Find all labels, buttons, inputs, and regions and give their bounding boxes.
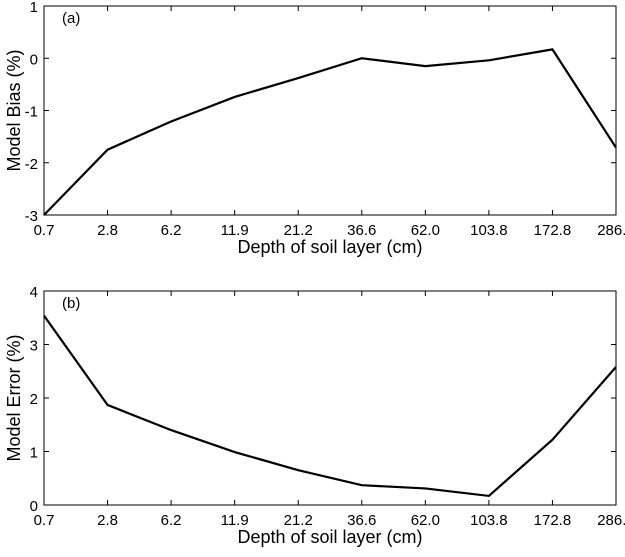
chart-panel-b: 0.7 2.8 6.2 11.9 21.2 36.6 62.0 103.8 172.8 286.5… <box>4 284 625 547</box>
x-tick-label: 36.6 <box>347 512 376 529</box>
x-tick-label: 11.9 <box>221 222 249 239</box>
x-tick-label: 6.2 <box>161 222 182 239</box>
x-tick-label: 62.0 <box>411 512 440 529</box>
x-tick-label: 286.5 <box>597 512 625 529</box>
y-tick-label: -2 <box>25 156 38 173</box>
y-tick-label: 3 <box>30 338 38 355</box>
y-tick-label: 2 <box>30 391 38 408</box>
x-tick-label: 2.8 <box>97 512 118 529</box>
x-axis-label: Depth of soil layer (cm) <box>237 237 422 257</box>
x-tick-label: 172.8 <box>534 222 572 239</box>
x-tick-label: 103.8 <box>470 222 508 239</box>
x-tick-label: 6.2 <box>161 512 182 529</box>
series-line <box>43 48 617 216</box>
x-tick-label: 11.9 <box>221 512 249 529</box>
series-line <box>43 314 617 498</box>
x-tick-label: 0.7 <box>34 222 55 239</box>
x-tick-label: 21.2 <box>284 512 313 529</box>
y-tick-label: 1 <box>30 445 38 462</box>
x-tick-label: 62.0 <box>411 222 440 239</box>
panel-label: (b) <box>62 295 80 312</box>
x-tick-label: 172.8 <box>534 512 572 529</box>
x-tick-label: 0.7 <box>34 512 55 529</box>
y-tick-label: 0 <box>30 498 38 515</box>
y-axis-label: Model Bias (%) <box>4 49 24 171</box>
y-tick-label: -1 <box>25 104 38 121</box>
x-tick-label: 103.8 <box>470 512 508 529</box>
panel-label: (a) <box>62 10 80 27</box>
y-tick-label: 0 <box>30 51 38 68</box>
chart-panel-a: 0.7 2.8 6.2 11.9 21.2 36.6 62.0 103.8 172.8 286.5… <box>4 0 625 257</box>
x-tick-label: 21.2 <box>284 222 313 239</box>
plot-frame <box>43 5 617 216</box>
y-tick-label: 1 <box>30 0 38 16</box>
plot-frame <box>43 290 617 506</box>
x-tick-label: 36.6 <box>347 222 376 239</box>
x-tick-label: 286.5 <box>597 222 625 239</box>
x-axis-label: Depth of soil layer (cm) <box>237 527 422 547</box>
y-axis-label: Model Error (%) <box>4 334 24 461</box>
x-tick-label: 2.8 <box>97 222 118 239</box>
y-tick-label: 4 <box>30 284 38 301</box>
y-tick-label: -3 <box>25 208 38 225</box>
